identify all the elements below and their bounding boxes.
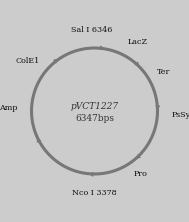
Text: PsSynm10: PsSynm10 [171,111,189,119]
Text: Amp: Amp [0,104,18,112]
Text: Nco I 3378: Nco I 3378 [72,189,117,197]
Text: 6347bps: 6347bps [75,114,114,123]
Text: Pro: Pro [133,170,147,178]
Text: LacZ: LacZ [128,38,148,46]
Text: Sal I 6346: Sal I 6346 [71,26,112,34]
Text: pVCT1227: pVCT1227 [70,102,119,111]
Text: ColE1: ColE1 [15,57,39,65]
Text: Ter: Ter [156,68,170,76]
